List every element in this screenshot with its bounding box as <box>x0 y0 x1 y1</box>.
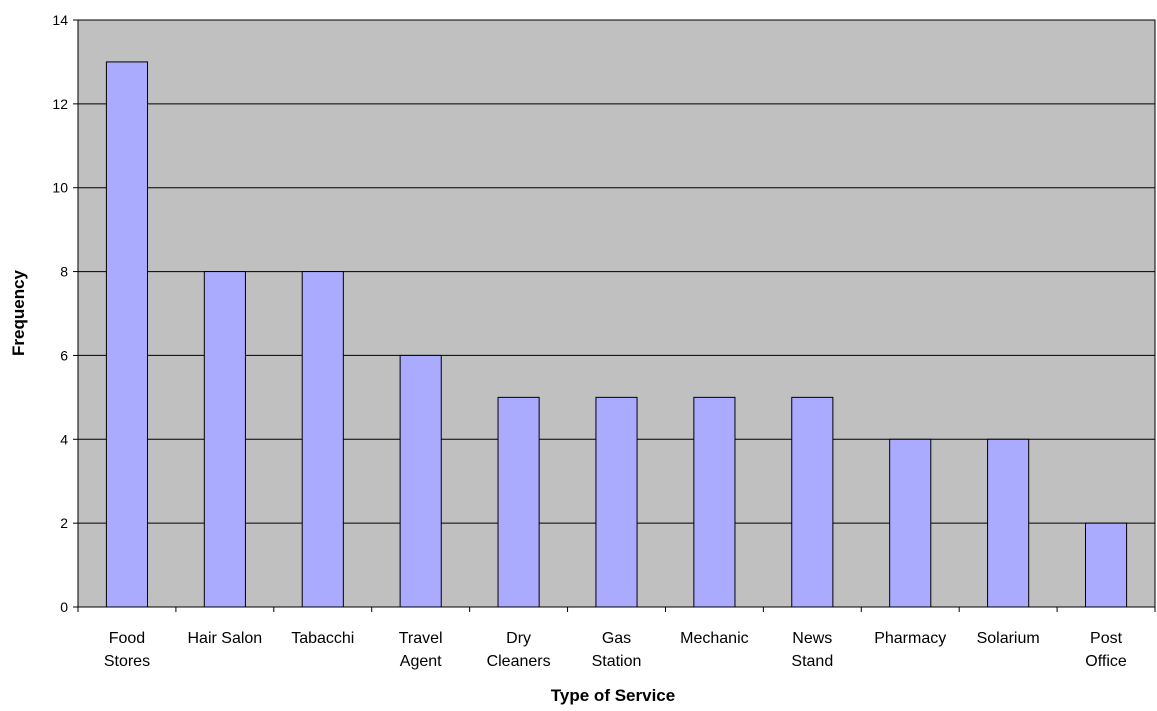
x-tick-label: Food Stores <box>104 630 150 670</box>
x-ticks <box>77 607 1156 612</box>
y-tick-label: 0 <box>60 599 68 615</box>
y-axis-title: Frequency <box>9 269 28 356</box>
x-tick-label: News Stand <box>791 630 833 670</box>
x-tick-label: Solarium <box>977 630 1040 647</box>
axes <box>77 20 1155 608</box>
x-tick-label: Pharmacy <box>874 630 946 647</box>
bar <box>595 396 638 608</box>
bar <box>987 438 1030 608</box>
y-tick-label: 2 <box>60 515 68 531</box>
bar <box>301 271 344 608</box>
y-tick-label: 6 <box>60 347 68 363</box>
x-axis-title: Type of Service <box>551 686 675 705</box>
y-ticks: 0 2 4 6 8 10 12 14 <box>52 12 78 615</box>
x-tick-label: Tabacchi <box>291 630 354 647</box>
bar <box>399 354 442 608</box>
bar <box>1084 522 1128 608</box>
x-tick-label: Gas Station <box>592 630 642 670</box>
y-tick-label: 12 <box>52 96 68 112</box>
y-tick-label: 8 <box>60 264 68 280</box>
x-tick-label: Post Office <box>1085 630 1127 670</box>
y-tick-label: 10 <box>52 180 68 196</box>
bars <box>105 61 1128 608</box>
x-tick-label: Mechanic <box>680 630 748 647</box>
x-tick-label: Travel Agent <box>399 630 443 670</box>
y-tick-label: 4 <box>60 431 68 447</box>
x-tick-label: Hair Salon <box>188 630 263 647</box>
x-tick-labels: Food Stores Hair Salon Tabacchi Travel Agent D… <box>104 630 1127 670</box>
bar <box>791 396 834 608</box>
bar <box>693 396 736 608</box>
bar <box>105 61 149 608</box>
bar <box>497 396 540 608</box>
gridlines <box>78 103 1155 524</box>
x-tick-label: Dry Cleaners <box>487 630 551 670</box>
y-tick-label: 14 <box>52 12 68 28</box>
bar <box>203 271 246 608</box>
bar <box>889 438 932 608</box>
